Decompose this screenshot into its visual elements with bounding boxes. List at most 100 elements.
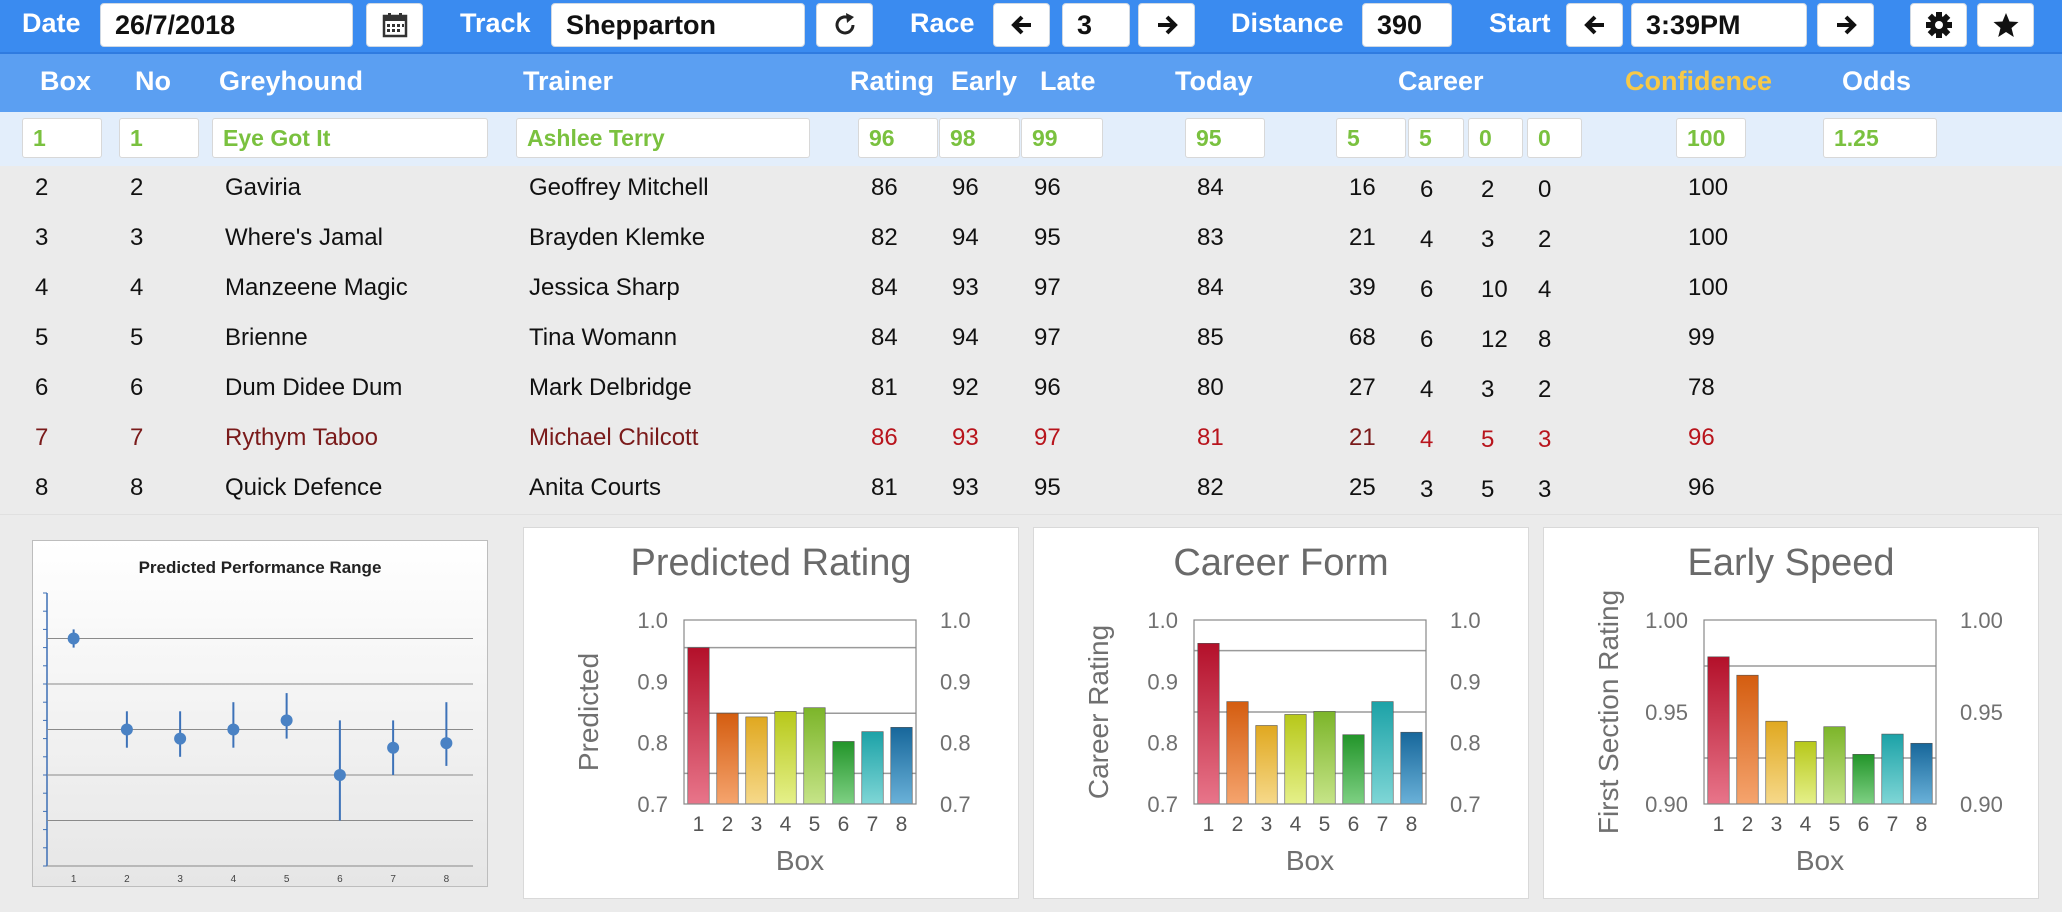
header-odds[interactable]: Odds: [1842, 66, 1912, 96]
cell-today: 82: [1197, 474, 1224, 501]
y-tick-label-right: 0.7: [940, 792, 971, 817]
cell-confidence: 100: [1688, 274, 1729, 301]
race-label: Race: [910, 8, 975, 38]
cell-confidence[interactable]: 100: [1676, 118, 1746, 158]
x-tick-label: 5: [1829, 813, 1841, 836]
header-today[interactable]: Today: [1175, 66, 1253, 96]
start-next-button[interactable]: [1817, 3, 1874, 47]
x-tick-label: 1: [1713, 813, 1725, 836]
table-row[interactable]: 8 8 Quick Defence Anita Courts 81 93 95 …: [0, 463, 2062, 513]
cell-rating: 81: [871, 474, 898, 501]
header-trainer[interactable]: Trainer: [523, 66, 614, 96]
calendar-button[interactable]: [366, 3, 423, 47]
x-tick-label: 3: [1261, 813, 1273, 836]
refresh-button[interactable]: [816, 3, 873, 47]
race-field[interactable]: 3: [1062, 3, 1130, 47]
cell-late[interactable]: 99: [1021, 118, 1103, 158]
y-tick-label-right: 0.95: [1960, 700, 2003, 725]
bar: [861, 731, 884, 805]
x-tick-label: 3: [1771, 813, 1783, 836]
cell-rating: 81: [871, 374, 898, 401]
cell-early[interactable]: 98: [939, 118, 1020, 158]
bar: [1226, 701, 1249, 805]
y-tick-label: 1.0: [637, 608, 668, 633]
x-axis-title: Box: [1796, 845, 1844, 876]
bar: [1255, 725, 1278, 805]
table-row[interactable]: 2 2 Gaviria Geoffrey Mitchell 86 96 96 8…: [0, 163, 2062, 213]
cell-career-seconds: 2: [1481, 176, 1495, 203]
x-tick-label: 3: [751, 813, 763, 836]
cell-trainer[interactable]: Ashlee Terry: [516, 118, 810, 158]
cell-career-thirds: 2: [1538, 226, 1552, 253]
y-tick-label-right: 0.8: [1450, 731, 1481, 756]
cell-career-starts: 21: [1349, 424, 1376, 451]
date-field[interactable]: 26/7/2018: [100, 3, 353, 47]
table-row[interactable]: 5 5 Brienne Tina Womann 84 94 97 85 68 6…: [0, 313, 2062, 363]
y-tick-label: 0.7: [637, 792, 668, 817]
calendar-icon: [382, 13, 407, 38]
bar: [1707, 656, 1730, 805]
cell-early: 92: [952, 374, 979, 401]
table-row-selected[interactable]: 1 1 Eye Got It Ashlee Terry 96 98 99 95 …: [0, 112, 2062, 166]
table-row[interactable]: 3 3 Where's Jamal Brayden Klemke 82 94 9…: [0, 213, 2062, 263]
cell-career-starts[interactable]: 5: [1336, 118, 1406, 158]
cell-trainer: Mark Delbridge: [529, 374, 692, 401]
cell-career-seconds[interactable]: 0: [1468, 118, 1523, 158]
cell-no[interactable]: 1: [119, 118, 199, 158]
y-axis-title: Predicted: [573, 653, 604, 771]
header-no[interactable]: No: [135, 66, 171, 96]
cell-today[interactable]: 95: [1185, 118, 1265, 158]
table-row[interactable]: 4 4 Manzeene Magic Jessica Sharp 84 93 9…: [0, 263, 2062, 313]
x-tick-label: 8: [1916, 813, 1928, 836]
arrow-left-icon: [1583, 15, 1604, 35]
chart-title: Early Speed: [1687, 542, 1895, 584]
x-tick-label: 7: [1887, 813, 1899, 836]
header-late[interactable]: Late: [1040, 66, 1096, 96]
race-prev-button[interactable]: [993, 3, 1050, 47]
toolbar: Date 26/7/2018 Track Shepparton Race 3 D…: [0, 0, 2062, 54]
cell-career-thirds[interactable]: 0: [1527, 118, 1582, 158]
distance-field[interactable]: 390: [1362, 3, 1452, 47]
cell-greyhound: Quick Defence: [225, 474, 383, 501]
y-tick-label: 0.7: [1147, 792, 1178, 817]
header-confidence[interactable]: Confidence: [1625, 66, 1773, 96]
x-tick-label: 7: [867, 813, 879, 836]
y-tick-label-right: 1.00: [1960, 608, 2003, 633]
cell-career-starts: 39: [1349, 274, 1376, 301]
cell-box[interactable]: 1: [22, 118, 102, 158]
cell-odds[interactable]: 1.25: [1823, 118, 1937, 158]
header-greyhound[interactable]: Greyhound: [219, 66, 364, 96]
race-next-button[interactable]: [1138, 3, 1195, 47]
header-early[interactable]: Early: [951, 66, 1018, 96]
favorite-button[interactable]: [1977, 3, 2034, 47]
cell-career-seconds: 5: [1481, 476, 1495, 503]
cell-career-starts: 27: [1349, 374, 1376, 401]
start-time-field[interactable]: 3:39PM: [1631, 3, 1807, 47]
x-tick-label: 6: [838, 813, 850, 836]
y-tick-label: 0.8: [1147, 731, 1178, 756]
cell-career-thirds: 4: [1538, 276, 1552, 303]
settings-button[interactable]: [1910, 3, 1967, 47]
header-rating[interactable]: Rating: [850, 66, 934, 96]
cell-career-wins: 4: [1420, 426, 1434, 453]
cell-late: 97: [1034, 324, 1061, 351]
cell-rating[interactable]: 96: [858, 118, 938, 158]
cell-greyhound[interactable]: Eye Got It: [212, 118, 488, 158]
cell-greyhound: Gaviria: [225, 174, 302, 201]
cell-career-wins[interactable]: 5: [1408, 118, 1464, 158]
header-box[interactable]: Box: [40, 66, 92, 96]
cell-greyhound: Rythym Taboo: [225, 424, 378, 451]
chart-title: Predicted Rating: [630, 542, 912, 584]
start-prev-button[interactable]: [1566, 3, 1623, 47]
cell-today: 80: [1197, 374, 1224, 401]
table-row[interactable]: 6 6 Dum Didee Dum Mark Delbridge 81 92 9…: [0, 363, 2062, 413]
x-axis-title: Box: [1286, 845, 1334, 876]
track-field[interactable]: Shepparton: [551, 3, 805, 47]
data-point: [333, 769, 346, 781]
cell-career-seconds: 3: [1481, 376, 1495, 403]
plot-frame: [683, 619, 917, 805]
cell-early: 93: [952, 424, 979, 451]
cell-box: 7: [35, 424, 49, 451]
table-row[interactable]: 7 7 Rythym Taboo Michael Chilcott 86 93 …: [0, 413, 2062, 463]
header-career[interactable]: Career: [1398, 66, 1484, 96]
